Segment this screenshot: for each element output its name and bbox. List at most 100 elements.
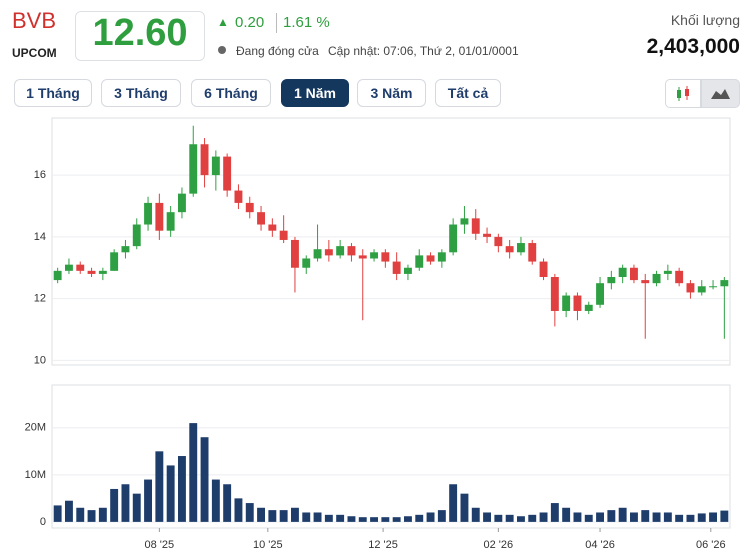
- volume-bar: [471, 507, 480, 522]
- candle-body: [64, 264, 73, 271]
- candle-body: [381, 252, 390, 262]
- candle-body: [550, 277, 559, 311]
- y-tick-label: 16: [34, 169, 46, 181]
- exchange: UPCOM: [12, 46, 57, 60]
- candle-body: [596, 283, 605, 305]
- candle-body: [166, 212, 175, 231]
- candle-body: [87, 270, 96, 274]
- candle-body: [663, 270, 672, 274]
- volume: 2,403,000: [646, 35, 740, 58]
- candle-body: [336, 246, 345, 256]
- volume-bar: [268, 510, 277, 522]
- y-tick-label: 20M: [25, 422, 46, 434]
- volume-bar: [290, 507, 299, 522]
- candle-body: [449, 224, 458, 253]
- updated: Cập nhật: 07:06, Thứ 2, 01/01/0001: [328, 44, 519, 58]
- volume-bar: [505, 514, 514, 522]
- candle-body: [584, 304, 593, 311]
- area-toggle[interactable]: [701, 79, 740, 108]
- range-button[interactable]: 6 Tháng: [191, 79, 271, 107]
- candle-toggle[interactable]: [665, 79, 701, 108]
- volume-bar: [302, 512, 311, 522]
- candle-body: [494, 236, 503, 247]
- volume-bar: [177, 456, 186, 522]
- volume-bar: [584, 514, 593, 522]
- panel-frame: [51, 117, 731, 366]
- change: 0.20: [235, 14, 265, 31]
- candle-body: [177, 193, 186, 213]
- volume-bar: [76, 507, 85, 522]
- volume-bar: [392, 517, 401, 522]
- up-arrow: ▲: [217, 15, 229, 29]
- volume-bar: [324, 514, 333, 522]
- volume-bar: [211, 479, 220, 522]
- volume-bar: [257, 507, 266, 522]
- volume-bar: [460, 493, 469, 522]
- range-button[interactable]: 3 Tháng: [101, 79, 181, 107]
- candle-body: [132, 224, 141, 247]
- candle-body: [562, 295, 571, 311]
- status: Đang đóng cửa: [236, 44, 319, 58]
- volume-bar: [279, 510, 288, 522]
- volume-bar: [607, 510, 616, 522]
- volume-bar: [641, 510, 650, 522]
- candle-body: [516, 243, 525, 253]
- candle-body: [426, 255, 435, 262]
- range-button[interactable]: 1 Năm: [281, 79, 349, 107]
- candle-body: [607, 277, 616, 284]
- range-button[interactable]: Tất cả: [435, 79, 501, 107]
- volume-bar: [629, 512, 638, 522]
- volume-bar: [437, 510, 446, 522]
- volume-bar: [483, 512, 492, 522]
- volume-bar: [573, 512, 582, 522]
- range-button[interactable]: 1 Tháng: [14, 79, 92, 107]
- candle-body: [313, 249, 322, 259]
- x-tick-label: 04 '26: [585, 539, 615, 550]
- volume-bar: [675, 514, 684, 522]
- candle-body: [528, 243, 537, 262]
- candle-body: [392, 261, 401, 274]
- volume-bar: [132, 493, 141, 522]
- x-tick-label: 12 '25: [368, 539, 398, 550]
- candle-body: [76, 264, 85, 271]
- candle-body: [675, 270, 684, 284]
- candle-body: [257, 212, 266, 225]
- x-tick-label: 10 '25: [253, 539, 283, 550]
- volume-bar: [189, 423, 198, 522]
- volume-bar: [663, 512, 672, 522]
- area-icon: [711, 89, 730, 99]
- volume-bar: [618, 507, 627, 522]
- volume-bar: [155, 451, 164, 522]
- volume-bar: [539, 512, 548, 522]
- candle-body: [720, 280, 729, 287]
- volume-bar: [245, 503, 254, 522]
- candle-body: [98, 270, 107, 274]
- volume-bar: [415, 514, 424, 522]
- volume-bar: [110, 488, 119, 522]
- volume-bar: [697, 513, 706, 522]
- volume-bar: [562, 507, 571, 522]
- candle-body: [641, 280, 650, 284]
- y-tick-label: 0: [40, 516, 46, 528]
- candle-body: [403, 267, 412, 274]
- price: 12.60: [92, 12, 188, 54]
- candle-body: [539, 261, 548, 278]
- volume-bar: [336, 514, 345, 522]
- volume-bar: [370, 517, 379, 522]
- candle-body: [245, 202, 254, 213]
- x-tick-label: 06 '26: [696, 539, 726, 550]
- volume-bar: [494, 514, 503, 522]
- y-tick-label: 10M: [25, 469, 46, 481]
- volume-bar: [223, 484, 232, 522]
- candle-body: [471, 218, 480, 234]
- candle-body: [223, 156, 232, 191]
- volume-bar: [516, 516, 525, 522]
- candle-body: [200, 144, 209, 176]
- candle-body: [234, 190, 243, 203]
- range-button[interactable]: 3 Năm: [357, 79, 426, 107]
- candle-body: [709, 286, 718, 288]
- volume-bar: [449, 484, 458, 522]
- separator: [276, 13, 277, 33]
- volume-bar: [381, 517, 390, 522]
